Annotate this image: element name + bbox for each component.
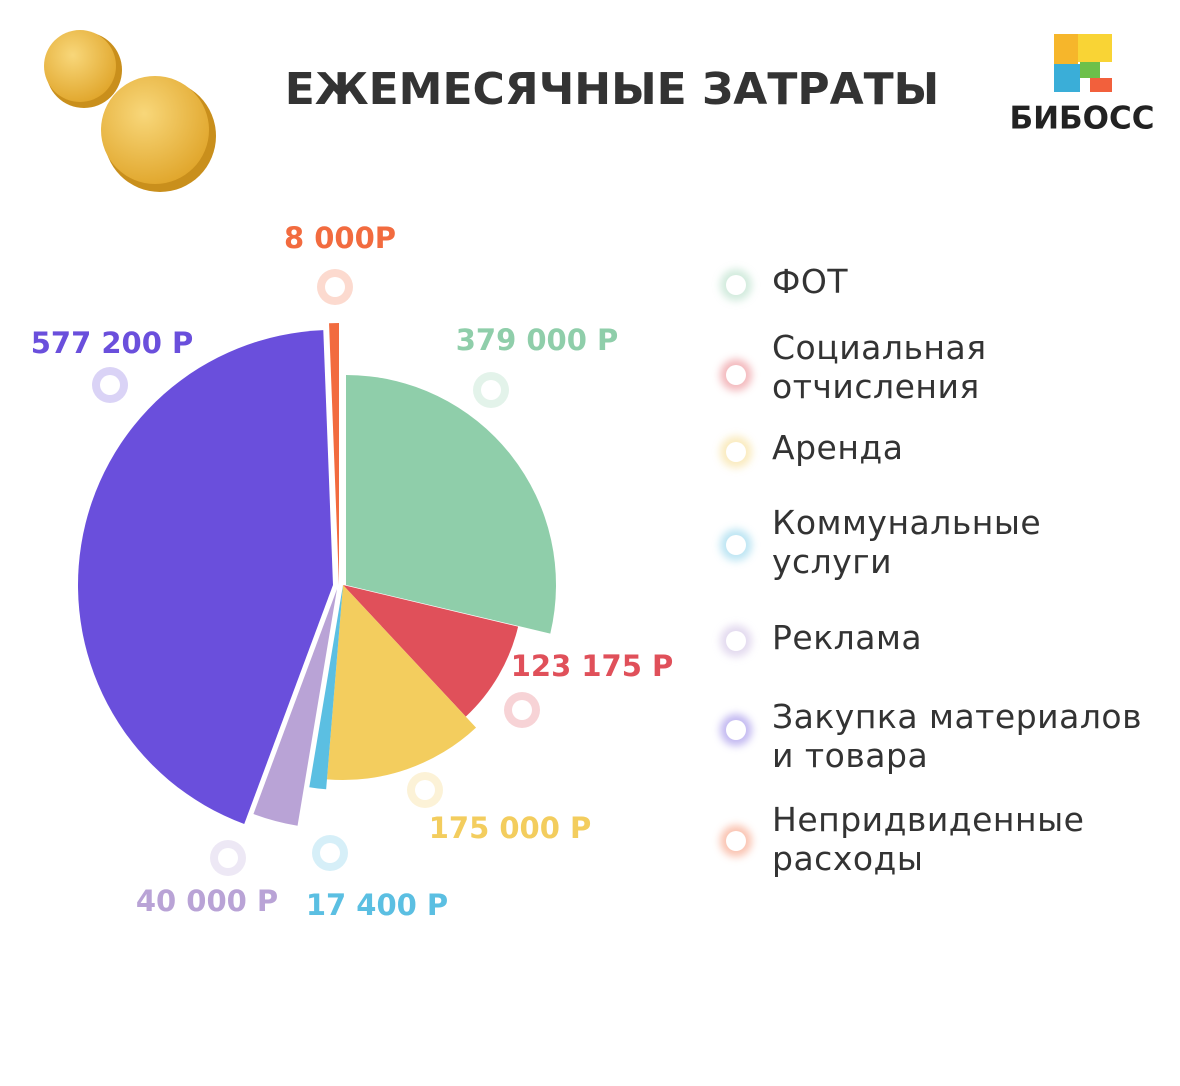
- chart-title: ЕЖЕМЕСЯЧНЫЕ ЗАТРАТЫ: [285, 64, 940, 115]
- coins: [44, 30, 216, 192]
- legend-marker: [726, 831, 746, 851]
- pie-slice: [326, 585, 477, 781]
- legend-marker: [726, 720, 746, 740]
- label-dot: [218, 848, 238, 868]
- legend-marker: [726, 631, 746, 651]
- legend-label: Социальная отчисления: [772, 328, 987, 406]
- legend-marker: [726, 365, 746, 385]
- legend-label: Аренда: [772, 428, 904, 467]
- legend-label: Реклама: [772, 618, 923, 657]
- pie-slice: [346, 375, 556, 634]
- pie-slice: [343, 585, 519, 717]
- logo: [1054, 34, 1112, 92]
- label-dot: [512, 700, 532, 720]
- label-dot: [415, 780, 435, 800]
- legend-marker: [726, 442, 746, 462]
- legend-label: Закупка материалов и товара: [772, 697, 1143, 775]
- label-dot: [320, 843, 340, 863]
- value-label: 17 400 Р: [306, 888, 448, 922]
- value-label: 8 000Р: [284, 221, 396, 255]
- value-label: 40 000 Р: [136, 884, 278, 918]
- pie-slice: [309, 585, 343, 790]
- legend-marker: [726, 275, 746, 295]
- legend-label: ФОТ: [772, 262, 849, 301]
- pie-slice: [329, 323, 339, 585]
- label-dot: [100, 375, 120, 395]
- legend-label: Коммунальные услуги: [772, 503, 1042, 581]
- value-label: 175 000 Р: [429, 811, 592, 845]
- value-label: 123 175 Р: [511, 649, 674, 683]
- value-label: 379 000 Р: [456, 323, 619, 357]
- value-label: 577 200 Р: [31, 326, 194, 360]
- label-dot: [481, 380, 501, 400]
- label-dot: [325, 277, 345, 297]
- pie-slice: [77, 330, 333, 825]
- legend-marker: [726, 535, 746, 555]
- legend-label: Непридвиденные расходы: [772, 800, 1085, 878]
- pie-slice: [253, 589, 337, 826]
- brand: БИБОСС: [1009, 101, 1154, 137]
